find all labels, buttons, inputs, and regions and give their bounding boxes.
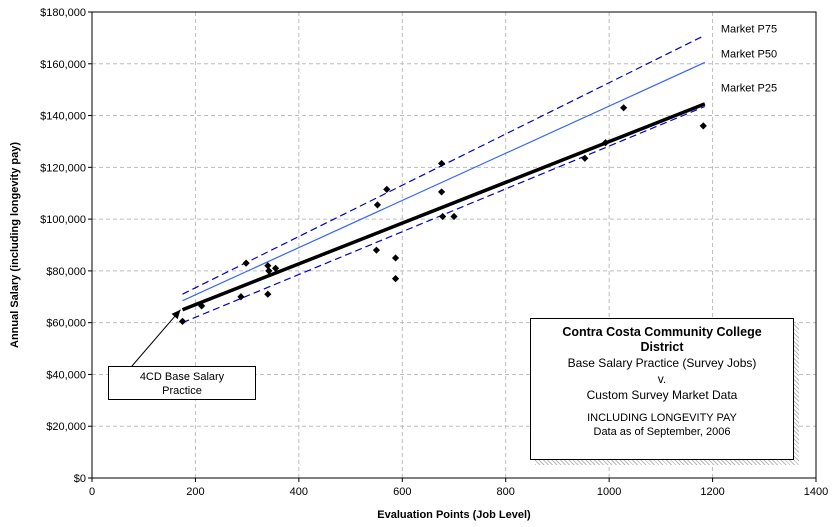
data-point [383, 185, 391, 193]
trend-line [181, 102, 706, 312]
data-point [439, 212, 447, 221]
data-point [699, 122, 707, 130]
plot-area [91, 11, 817, 479]
data-point [581, 154, 589, 162]
data-point [265, 267, 273, 275]
trend-line [182, 105, 706, 324]
x-tick-label: 400 [290, 486, 308, 498]
data-point [372, 246, 381, 254]
data-point [271, 264, 280, 272]
callout-arrow [131, 309, 181, 367]
y-tick-label: $80,000 [46, 266, 86, 278]
y-tick-label: $140,000 [40, 111, 86, 123]
info-box: Contra Costa Community College District … [530, 318, 794, 460]
info-title: Contra Costa Community College District [562, 325, 762, 354]
x-tick-label: 600 [393, 486, 411, 498]
data-point [437, 159, 446, 168]
y-tick-label: $60,000 [46, 318, 86, 330]
data-point [391, 275, 400, 283]
info-line-2: v. [657, 372, 667, 386]
x-axis-title: Evaluation Points (Job Level) [377, 509, 531, 521]
info-line-3: Custom Survey Market Data [586, 388, 738, 402]
trend-lines [181, 34, 706, 324]
data-point [620, 104, 628, 112]
y-axis-title: Annual Salary (including longevity pay) [9, 142, 21, 348]
data-point [242, 259, 250, 267]
x-tick-label: 1000 [597, 486, 621, 498]
y-tick-label: $0 [74, 473, 86, 485]
series-label: Market P75 [721, 23, 777, 35]
y-tick-label: $120,000 [40, 162, 86, 174]
series-labels: Market P75 Market P50 Market P25 [721, 23, 777, 94]
series-label: Market P50 [721, 48, 777, 60]
y-tick-label: $160,000 [40, 59, 86, 71]
x-tick-label: 1200 [700, 486, 724, 498]
info-line-4: INCLUDING LONGEVITY PAY [587, 412, 737, 424]
info-line-5: Data as of September, 2006 [593, 426, 731, 438]
data-point [450, 212, 458, 221]
x-tick-label: 800 [497, 486, 515, 498]
data-point [264, 290, 272, 298]
y-axis: $0 $20,000 $40,000 $60,000 $80,000 $100,000 $1… [40, 7, 92, 485]
x-axis: 0 200 400 600 800 1000 1200 1400 [89, 478, 828, 498]
y-tick-label: $20,000 [46, 421, 86, 433]
y-tick-label: $100,000 [40, 214, 86, 226]
data-point [373, 201, 382, 209]
callout-leader [131, 309, 181, 367]
series-label: Market P25 [721, 82, 777, 94]
trend-line [182, 61, 706, 302]
data-point [198, 302, 206, 310]
callout-arrowhead [171, 309, 181, 320]
grid [92, 12, 816, 478]
x-tick-label: 200 [186, 486, 204, 498]
x-tick-label: 0 [89, 486, 95, 498]
y-tick-label: $40,000 [46, 369, 86, 381]
data-point [264, 262, 272, 270]
callout-line-1: 4CD Base Salary [139, 371, 225, 383]
data-point [178, 317, 187, 325]
data-point [391, 254, 400, 262]
data-point [237, 293, 245, 301]
data-points [178, 104, 707, 325]
x-tick-label: 1400 [804, 486, 828, 498]
data-point [437, 188, 446, 196]
base-salary-callout: 4CD Base Salary Practice [108, 366, 256, 400]
y-tick-label: $180,000 [40, 7, 86, 19]
data-point [601, 139, 610, 147]
info-line-1: Base Salary Practice (Survey Jobs) [567, 356, 757, 370]
callout-line-2: Practice [162, 385, 202, 397]
